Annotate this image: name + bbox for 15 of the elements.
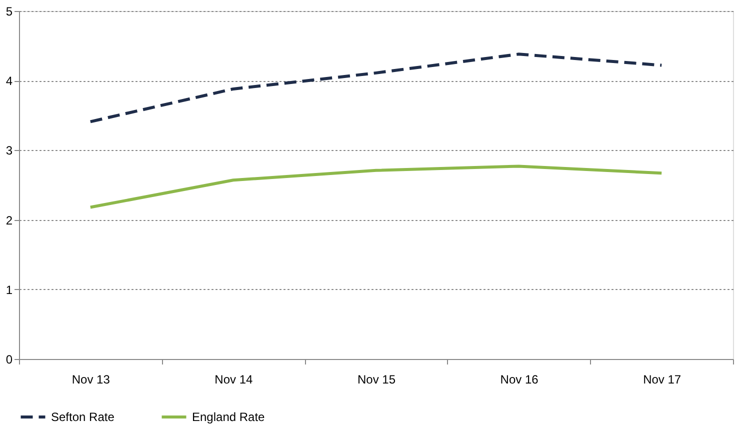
- line-series: [88, 52, 664, 124]
- x-tick-label: Nov 16: [500, 372, 539, 386]
- y-tick-label: 5: [6, 4, 13, 18]
- y-tick-label: 2: [6, 213, 13, 228]
- x-tick-label: Nov 15: [357, 372, 396, 386]
- x-tick-label: Nov 13: [72, 372, 110, 386]
- x-tick-label: Nov 14: [214, 372, 254, 386]
- line-series: [88, 164, 664, 209]
- legend-label: Sefton Rate: [51, 410, 115, 424]
- x-tick-label: Nov 17: [643, 372, 682, 386]
- y-tick-label: 3: [6, 144, 13, 158]
- y-tick-label: 1: [6, 282, 13, 297]
- y-tick-label: 4: [6, 74, 13, 88]
- legend-label: England Rate: [192, 410, 266, 424]
- y-tick-label: 0: [6, 352, 13, 366]
